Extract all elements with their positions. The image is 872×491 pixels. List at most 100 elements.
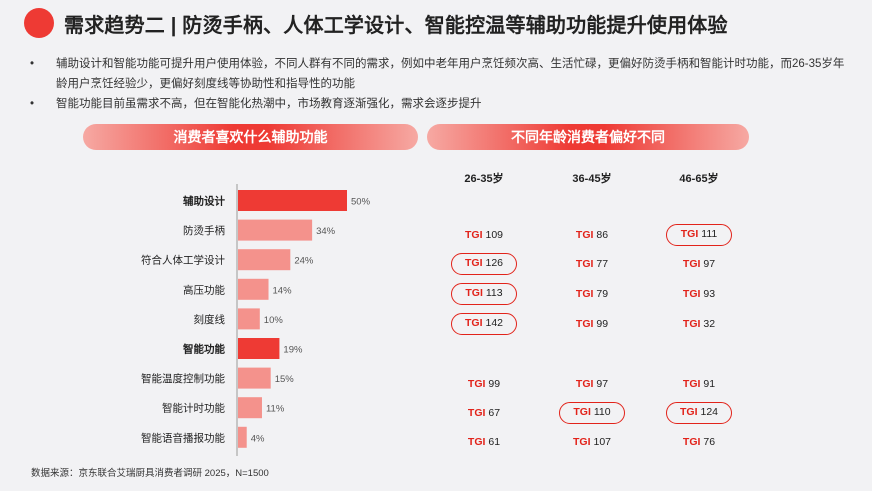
bar xyxy=(238,308,260,330)
tgi-value: 79 xyxy=(596,288,609,300)
tgi-prefix: TGI xyxy=(575,288,594,300)
tgi-value: 113 xyxy=(485,287,503,299)
tgi-value: 93 xyxy=(703,288,716,300)
tgi-value: 107 xyxy=(593,436,612,448)
tgi-prefix: TGI xyxy=(573,406,591,418)
data-source: 数据来源：京东联合艾瑞厨具消费者调研 2025，N=1500 xyxy=(31,468,269,479)
tgi-prefix: TGI xyxy=(575,378,594,390)
bar xyxy=(238,190,347,211)
bar-value-label: 24% xyxy=(294,256,314,267)
tgi-cell: TGI 61 xyxy=(439,432,529,452)
tgi-prefix: TGI xyxy=(575,318,594,330)
tgi-prefix: TGI xyxy=(682,258,701,270)
tgi-prefix: TGI xyxy=(680,228,699,240)
tgi-cell: TGI 107 xyxy=(547,432,637,452)
tgi-cell: TGI 109 xyxy=(439,225,529,245)
tgi-value: 111 xyxy=(701,228,718,240)
tgi-cell: TGI 93 xyxy=(654,284,744,304)
tgi-cell: TGI 79 xyxy=(547,284,637,304)
bullet-item: 辅助设计和智能功能可提升用户使用体验，不同人群有不同的需求，例如中老年用户烹饪频… xyxy=(30,54,850,94)
bar-value-label: 11% xyxy=(266,404,285,415)
bar-chart-svg: 辅助设计 50% 防烫手柄 34% 符合人体工学设计 24% 高压功能 14% 刻度线 10% 智能… xyxy=(141,184,371,456)
tgi-prefix: TGI xyxy=(467,436,486,448)
tgi-cell: TGI 77 xyxy=(547,254,637,274)
tgi-value: 91 xyxy=(703,378,716,390)
title-dot xyxy=(24,8,54,38)
bar xyxy=(238,397,262,419)
tgi-value: 76 xyxy=(703,436,716,448)
tgi-cell: TGI 97 xyxy=(654,254,744,274)
tgi-cell-highlighted: TGI 124 xyxy=(666,402,732,424)
category-label: 高压功能 xyxy=(183,283,225,296)
bar-value-label: 4% xyxy=(251,433,265,444)
category-label: 智能功能 xyxy=(182,343,225,356)
tgi-prefix: TGI xyxy=(682,318,701,330)
tgi-value: 97 xyxy=(703,258,716,270)
bar-value-label: 19% xyxy=(283,345,303,356)
tgi-cell: TGI 86 xyxy=(547,225,637,245)
tgi-cell: TGI 99 xyxy=(439,374,529,394)
tgi-value: 67 xyxy=(488,407,501,419)
category-label: 防烫手柄 xyxy=(183,224,225,237)
tgi-prefix: TGI xyxy=(465,287,483,299)
tgi-cell-highlighted: TGI 111 xyxy=(666,224,732,246)
tgi-prefix: TGI xyxy=(464,257,483,269)
tgi-value: 126 xyxy=(485,257,504,269)
tgi-value: 109 xyxy=(485,229,504,241)
tgi-value: 110 xyxy=(593,406,611,418)
bar-value-label: 10% xyxy=(264,315,284,326)
tgi-column-header: 36-45岁 xyxy=(572,173,612,185)
tgi-value: 86 xyxy=(596,229,609,241)
tgi-prefix: TGI xyxy=(682,378,701,390)
tgi-column-header: 46-65岁 xyxy=(679,173,719,185)
bar-value-label: 15% xyxy=(275,374,295,385)
left-section-banner: 消费者喜欢什么辅助功能 xyxy=(83,124,418,150)
tgi-cell: TGI 67 xyxy=(439,403,529,423)
tgi-cell-highlighted: TGI 142 xyxy=(451,313,517,335)
bar xyxy=(238,249,291,271)
tgi-prefix: TGI xyxy=(464,317,483,329)
tgi-cell: TGI 32 xyxy=(654,314,744,334)
tgi-value: 61 xyxy=(488,436,501,448)
category-label: 辅助设计 xyxy=(183,195,225,208)
tgi-prefix: TGI xyxy=(575,258,594,270)
category-label: 智能温度控制功能 xyxy=(141,372,225,385)
tgi-value: 32 xyxy=(703,318,716,330)
bar xyxy=(238,219,313,241)
tgi-cell-highlighted: TGI 110 xyxy=(559,402,625,424)
bullet-list: 辅助设计和智能功能可提升用户使用体验，不同人群有不同的需求，例如中老年用户烹饪频… xyxy=(30,54,850,114)
bar xyxy=(238,367,271,389)
bar-value-label: 14% xyxy=(273,285,293,296)
category-label: 智能计时功能 xyxy=(162,402,225,415)
tgi-prefix: TGI xyxy=(467,378,486,390)
right-section-banner: 不同年龄消费者偏好不同 xyxy=(427,124,749,150)
bar-value-label: 50% xyxy=(351,197,371,208)
bullet-item: 智能功能目前虽需求不高，但在智能化热潮中，市场教育逐渐强化，需求会逐步提升 xyxy=(30,94,850,114)
page-title: 需求趋势二 | 防烫手柄、人体工学设计、智能控温等辅助功能提升使用体验 xyxy=(64,15,728,37)
tgi-prefix: TGI xyxy=(682,436,701,448)
tgi-cell: TGI 97 xyxy=(547,374,637,394)
tgi-cell-highlighted: TGI 113 xyxy=(451,283,517,305)
bar xyxy=(238,338,280,359)
tgi-prefix: TGI xyxy=(575,229,594,241)
category-label: 智能语音播报功能 xyxy=(141,431,225,444)
bar-value-label: 34% xyxy=(316,226,336,237)
tgi-cell: TGI 76 xyxy=(654,432,744,452)
tgi-value: 124 xyxy=(700,406,719,418)
bar xyxy=(238,278,269,300)
tgi-prefix: TGI xyxy=(572,436,591,448)
tgi-value: 77 xyxy=(596,258,609,270)
tgi-prefix: TGI xyxy=(682,288,701,300)
tgi-value: 99 xyxy=(596,318,609,330)
tgi-prefix: TGI xyxy=(464,229,483,241)
tgi-value: 97 xyxy=(596,378,609,390)
category-label: 符合人体工学设计 xyxy=(141,254,225,267)
tgi-prefix: TGI xyxy=(679,406,698,418)
tgi-prefix: TGI xyxy=(467,407,486,419)
tgi-column-header: 26-35岁 xyxy=(464,173,504,185)
tgi-cell: TGI 99 xyxy=(547,314,637,334)
tgi-value: 99 xyxy=(488,378,501,390)
tgi-cell: TGI 91 xyxy=(654,374,744,394)
bar xyxy=(238,426,247,448)
tgi-cell-highlighted: TGI 126 xyxy=(451,253,517,275)
